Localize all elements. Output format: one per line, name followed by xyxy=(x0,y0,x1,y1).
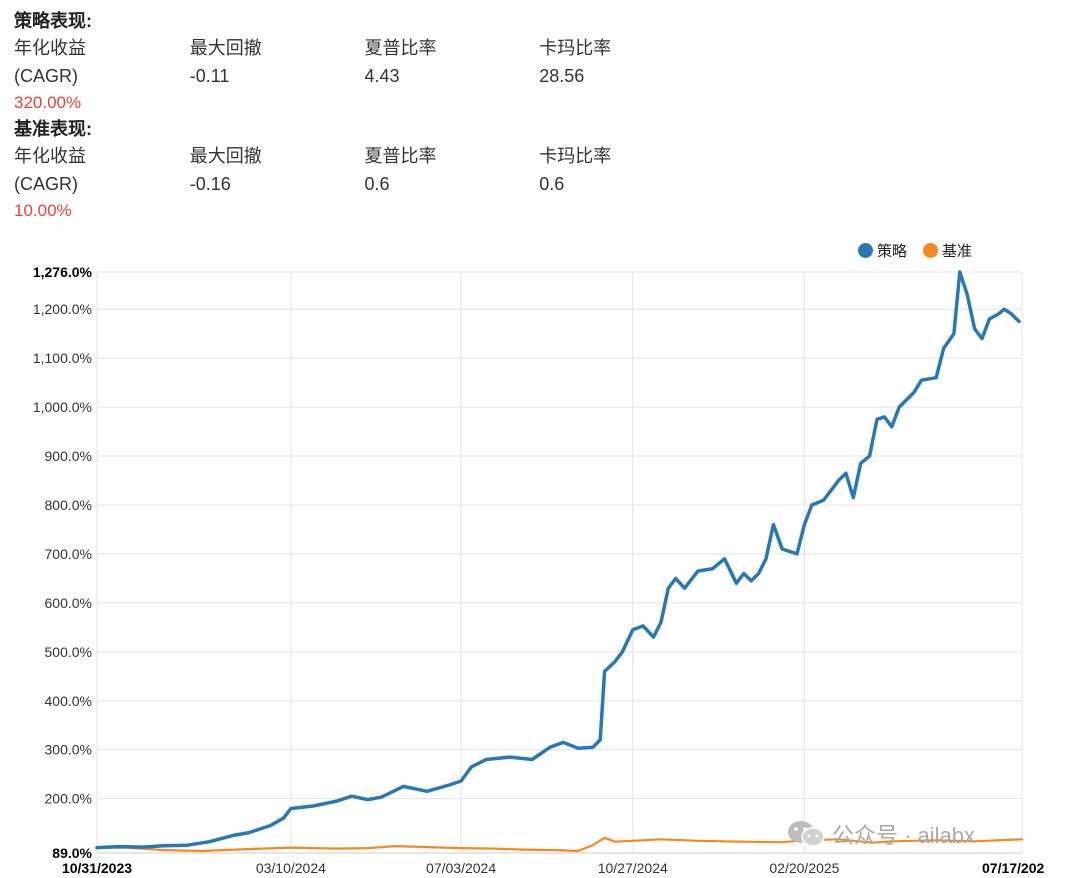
legend-item-benchmark[interactable]: 基准 xyxy=(923,240,972,261)
x-tick-label: 02/20/2025 xyxy=(769,860,839,876)
strategy-header-calmar: 卡玛比率 xyxy=(539,38,612,58)
benchmark-title: 基准表现: xyxy=(14,119,92,139)
benchmark-header-sharpe: 夏普比率 xyxy=(364,146,437,166)
legend-label-strategy: 策略 xyxy=(877,243,908,260)
benchmark-value-row: (CAGR) -0.16 0.6 0.6 xyxy=(14,170,714,198)
y-tick-label: 200.0% xyxy=(45,791,92,807)
wechat-icon xyxy=(788,821,825,847)
benchmark-header-cagr: 年化收益 xyxy=(14,146,86,166)
y-tick-label: 1,200.0% xyxy=(33,301,92,317)
strategy-cagr-label: (CAGR) xyxy=(14,66,78,86)
y-tick-label: 800.0% xyxy=(45,497,92,513)
strategy-header-row: 年化收益 最大回撤 夏普比率 卡玛比率 xyxy=(14,34,714,62)
benchmark-drawdown-value: -0.16 xyxy=(189,174,231,194)
strategy-header-sharpe: 夏普比率 xyxy=(364,38,437,58)
line-chart: 89.0% 200.0% 300.0% 400.0% 500.0% 600.0% 700.0… xyxy=(33,264,1045,876)
strategy-value-row: (CAGR) -0.11 4.43 28.56 xyxy=(14,62,714,90)
benchmark-header-calmar: 卡玛比率 xyxy=(539,146,612,166)
strategy-drawdown-value: -0.11 xyxy=(189,66,230,86)
y-tick-label: 1,000.0% xyxy=(33,399,92,415)
legend-label-benchmark: 基准 xyxy=(942,243,973,260)
y-tick-label: 1,100.0% xyxy=(33,350,92,366)
strategy-cagr-value: 320.00% xyxy=(14,93,82,112)
strategy-sharpe-value: 4.43 xyxy=(364,66,400,86)
y-tick-label: 300.0% xyxy=(45,742,92,758)
benchmark-header-row: 年化收益 最大回撤 夏普比率 卡玛比率 xyxy=(14,142,714,170)
benchmark-sharpe-value: 0.6 xyxy=(364,174,390,194)
benchmark-cagr-label: (CAGR) xyxy=(14,174,78,194)
legend-swatch-benchmark xyxy=(923,243,939,258)
strategy-line xyxy=(95,270,1021,850)
strategy-calmar-value: 28.56 xyxy=(539,66,585,86)
y-tick-label: 1,276.0% xyxy=(33,264,93,280)
y-tick-label: 89.0% xyxy=(52,845,92,861)
strategy-header-drawdown: 最大回撤 xyxy=(189,38,262,58)
x-tick-label: 10/27/2024 xyxy=(598,860,668,876)
x-tick-label: 07/03/2024 xyxy=(426,860,496,876)
legend-swatch-strategy xyxy=(858,243,873,258)
y-tick-label: 700.0% xyxy=(45,546,92,562)
benchmark-line xyxy=(95,836,1024,853)
benchmark-cagr-value: 10.00% xyxy=(14,201,72,220)
benchmark-calmar-value: 0.6 xyxy=(539,174,565,194)
watermark: 公众号 · ailabx xyxy=(786,818,975,850)
y-tick-label: 400.0% xyxy=(45,693,92,709)
strategy-header-cagr: 年化收益 xyxy=(14,38,86,58)
y-tick-label: 900.0% xyxy=(45,448,92,464)
stats-panel: 策略表现: 年化收益 最大回撤 夏普比率 卡玛比率 (CAGR) -0.11 4… xyxy=(14,8,714,224)
y-tick-label: 600.0% xyxy=(45,595,92,611)
benchmark-header-drawdown: 最大回撤 xyxy=(189,146,262,166)
chart-legend: 策略 基准 xyxy=(858,240,988,261)
legend-item-strategy[interactable]: 策略 xyxy=(858,240,907,261)
strategy-title: 策略表现: xyxy=(14,11,92,31)
x-tick-label: 03/10/2024 xyxy=(256,860,326,876)
watermark-text: 公众号 · ailabx xyxy=(832,823,976,848)
y-tick-label: 500.0% xyxy=(45,644,92,660)
x-tick-label: 07/17/202 xyxy=(982,860,1044,876)
x-tick-label: 10/31/2023 xyxy=(62,860,132,876)
